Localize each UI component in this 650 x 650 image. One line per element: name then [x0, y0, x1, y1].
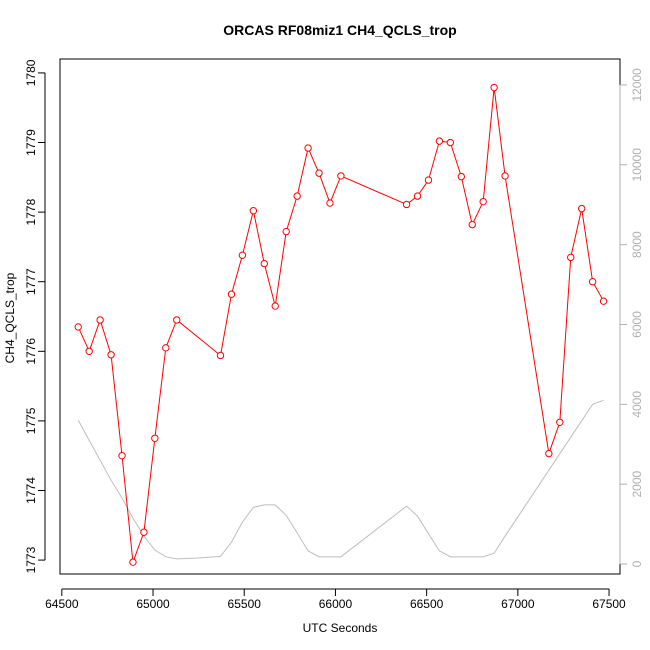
data-point: [567, 253, 575, 262]
data-point: [227, 290, 236, 298]
gray-series-line: [77, 399, 604, 560]
data-point: [457, 172, 466, 181]
data-point: [260, 259, 268, 268]
x-tick-label: 67500: [592, 597, 626, 611]
y2-tick-label: 2000: [630, 471, 644, 498]
chart-title: ORCAS RF08miz1 CH4_QCLS_trop: [223, 22, 456, 38]
data-point: [490, 83, 498, 92]
data-point: [413, 192, 422, 200]
y-tick-label: 1773: [24, 546, 38, 573]
data-point: [556, 418, 564, 426]
data-point: [107, 351, 115, 359]
data-point: [216, 351, 225, 360]
x-tick-label: 64500: [45, 597, 79, 611]
plot-frame: [59, 58, 621, 575]
data-point: [118, 451, 126, 460]
y-axis-label: CH4_QCLS_trop: [3, 272, 17, 363]
y2-tick-label: 0: [630, 560, 644, 567]
red-series-layer: [74, 83, 608, 566]
x-tick-label: 66500: [410, 597, 444, 611]
y-tick-label: 1776: [24, 338, 38, 365]
data-point: [249, 207, 258, 215]
y-tick-label: 1777: [24, 268, 38, 295]
y-tick-label: 1774: [24, 477, 38, 504]
data-point: [599, 297, 608, 305]
data-point: [85, 347, 93, 355]
y2-tick-label: 10000: [630, 148, 644, 182]
data-point: [271, 302, 279, 310]
y2-tick-label: 6000: [630, 311, 644, 338]
data-point: [337, 172, 345, 180]
x-tick-label: 67000: [501, 597, 535, 611]
data-point: [468, 220, 476, 229]
y-tick-label: 1778: [24, 198, 38, 225]
data-point: [162, 344, 170, 352]
x-tick-label: 65000: [136, 597, 170, 611]
y2-tick-label: 8000: [630, 231, 644, 258]
y-tick-label: 1775: [24, 407, 38, 434]
data-point: [74, 323, 82, 331]
y-tick-label: 1780: [24, 59, 38, 86]
data-point: [424, 176, 433, 184]
data-point: [577, 204, 586, 213]
y2-tick-label: 12000: [630, 68, 644, 102]
data-point: [140, 528, 148, 536]
data-point: [588, 278, 597, 286]
x-axis-label: UTC Seconds: [303, 621, 378, 635]
y2-tick-label: 4000: [630, 391, 644, 418]
data-point: [151, 434, 159, 442]
data-point: [238, 251, 247, 259]
axes-layer: 64500 65000 65500 66000 66500 67000 67500 1773 1…: [24, 59, 644, 611]
data-point: [129, 558, 137, 566]
data-point: [293, 192, 301, 200]
gray-series-layer: [77, 399, 604, 560]
data-point: [173, 316, 181, 324]
data-point: [435, 137, 444, 145]
data-point: [479, 197, 487, 206]
data-point: [315, 169, 323, 177]
x-tick-label: 65500: [228, 597, 262, 611]
data-point: [282, 227, 290, 236]
y-tick-label: 1779: [24, 129, 38, 156]
data-point: [326, 199, 334, 207]
data-point: [501, 172, 509, 180]
data-point: [545, 449, 553, 458]
data-point: [446, 138, 455, 147]
data-point: [402, 200, 411, 209]
red-series-line: [77, 87, 605, 563]
x-tick-label: 66000: [319, 597, 353, 611]
data-point: [96, 316, 104, 324]
data-point: [304, 144, 312, 152]
